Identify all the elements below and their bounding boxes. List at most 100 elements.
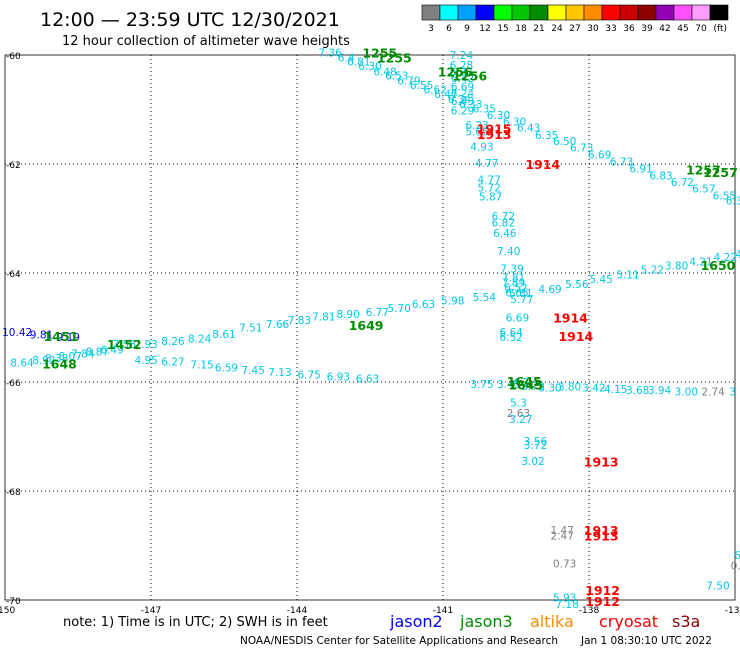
legend-swatch [637, 4, 657, 21]
wave-height-value: 6.46 [493, 228, 517, 240]
axis-ticks: -150 -147 -144 -141 -138 -135 -60 -62 -64 -66 -68 -… [0, 52, 740, 616]
y-tick-label: -70 [6, 597, 21, 607]
wave-height-value: 0.59 [731, 561, 740, 573]
legend-swatch [709, 4, 729, 21]
satellite-name: cryosat [599, 612, 658, 631]
pass-time-label: 1645 [508, 378, 543, 393]
wave-height-value: 5.72 [478, 182, 501, 194]
wave-height-value: 3.00 [675, 386, 698, 398]
wave-height-value: 6.33 [459, 99, 482, 111]
wave-height-value: 6.28 [450, 60, 473, 72]
pass-time-label: 1257 [703, 165, 738, 180]
legend-swatch [475, 4, 495, 21]
wave-height-value: 6.47 [434, 89, 457, 101]
wave-height-value: 8.92 [32, 355, 55, 367]
timestamp-text: Jan 1 08:30:10 UTC 2022 [580, 635, 712, 647]
pass-time-label: 1256 [452, 69, 487, 84]
wave-height-value: 6.30 [503, 116, 526, 128]
wave-height-legend: 3 6 9 12 15 18 21 24 27 30 33 36 39 42 45 70 (ft) [421, 4, 729, 34]
legend-swatch [421, 4, 441, 21]
legend-label: 18 [515, 24, 527, 34]
wave-height-value: 5.65 [465, 126, 488, 138]
wave-height-value: 6.65 [505, 288, 528, 300]
legend-swatch [547, 4, 567, 21]
note-text: note: 1) Time is in UTC; 2) SWH is in fe… [63, 615, 328, 630]
wave-height-value: 6.73 [610, 156, 633, 168]
wave-height-value: 5.22 [641, 265, 664, 277]
wave-height-value: 6.69 [506, 313, 529, 325]
satellite-name: jason2 [389, 612, 443, 631]
wave-height-value: 7.39 [500, 264, 523, 276]
wave-height-value: 4.95 [134, 355, 157, 367]
wave-height-value: 7.13 [268, 367, 291, 379]
legend-label: 15 [497, 24, 508, 34]
wave-height-value: 5.93 [553, 592, 576, 604]
legend-swatch [583, 4, 603, 21]
wave-height-value: 8.87 [86, 346, 109, 358]
wave-height-value: 7.15 [190, 360, 213, 372]
wave-height-value: 3.94 [648, 385, 672, 397]
wave-height-value: 6.24 [451, 88, 475, 100]
pass-time-label: 1257 [686, 162, 721, 177]
legend-label: 27 [569, 24, 580, 34]
pass-time-label: 1914 [558, 329, 593, 344]
y-tick-label: -66 [6, 379, 21, 389]
pass-time-label: 1451 [44, 329, 79, 344]
wave-height-value: 6.75 [297, 369, 320, 381]
wave-height-value: 6.30 [487, 110, 510, 122]
wave-height-value: 6.69 [451, 82, 474, 94]
legend-swatch [493, 4, 513, 21]
legend-label: 12 [479, 24, 490, 34]
wave-height-value: 7.36 [318, 47, 342, 59]
wave-height-value: 6.72 [492, 211, 515, 223]
wave-height-value: 6.64 [499, 327, 523, 339]
legend-swatch [565, 4, 585, 21]
wave-height-value: 6.30 [358, 61, 381, 73]
wave-height-value: 6.48 [373, 66, 396, 78]
legend-swatch [691, 4, 711, 21]
wave-height-value: 7.66 [266, 319, 290, 331]
wave-height-value: 8.38 [45, 353, 68, 365]
wave-height-value: 6.72 [671, 177, 694, 189]
wave-height-value: 4.2 [513, 377, 530, 389]
wave-height-value: 6.82 [492, 217, 515, 229]
wave-height-value: 7.18 [555, 599, 578, 611]
wave-height-value: 5.3 [510, 398, 527, 410]
satellite-legend: jason2 jason3 altika cryosat s3a [389, 612, 700, 631]
wave-height-value: 9.19 [57, 332, 80, 344]
x-tick-label: -141 [433, 606, 453, 616]
wave-height-value: 6.81 [347, 57, 370, 69]
legend-unit: (ft) [713, 24, 727, 34]
wave-height-value: 4.93 [470, 142, 493, 154]
wave-height-value: 8.64 [10, 357, 34, 369]
wave-height-value: 6.53 [385, 71, 408, 83]
plot-frame [4, 54, 736, 601]
wave-height-value: 6.55 [410, 80, 433, 92]
pass-time-label: 1913 [584, 523, 619, 538]
legend-label: 30 [587, 24, 599, 34]
legend-label: 42 [659, 24, 670, 34]
legend-label: 21 [533, 24, 544, 34]
legend-swatch [439, 4, 459, 21]
wave-height-value: 5.81 [509, 288, 532, 300]
wave-height-value: 6.93 [327, 372, 350, 384]
wave-height-value: 3 [729, 386, 736, 398]
wave-height-value: 7.50 [706, 580, 729, 592]
x-tick-label: -135 [725, 606, 740, 616]
wave-height-value: 6.43 [451, 96, 474, 108]
pass-time-label: 1915 [477, 122, 512, 137]
grid-lines [5, 55, 735, 600]
wave-height-value: 6 [734, 550, 740, 562]
wave-height-value: 5.45 [589, 274, 612, 286]
wave-height-value: 4.15 [604, 384, 627, 396]
y-tick-label: -62 [6, 161, 21, 171]
wave-height-value: 6.63 [356, 374, 379, 386]
pass-time-label: 1912 [585, 583, 620, 598]
legend-swatch [457, 4, 477, 21]
y-tick-label: -60 [6, 52, 21, 62]
wave-height-value: 3.27 [509, 414, 532, 426]
wave-height-value: 6.62 [424, 84, 447, 96]
wave-height-value: 8.26 [161, 336, 185, 348]
legend-swatch [619, 4, 639, 21]
